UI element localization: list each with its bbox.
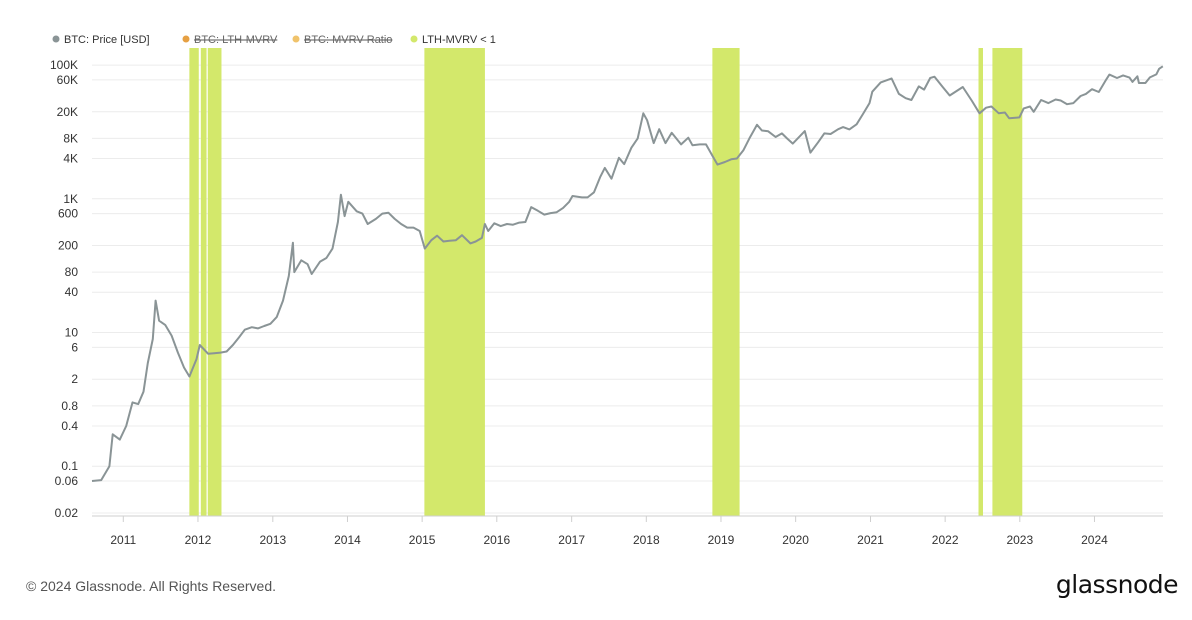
x-tick-label: 2012 bbox=[185, 533, 212, 547]
legend-label[interactable]: BTC: LTH-MVRV bbox=[194, 34, 278, 46]
lth-mvrv-bands bbox=[189, 48, 1023, 516]
y-tick-label: 20K bbox=[57, 105, 78, 119]
x-tick-label: 2024 bbox=[1081, 533, 1108, 547]
x-axis-ticks: 2011 2012 2013 2014 2015 2016 2017 2018 2019 2020… bbox=[110, 516, 1108, 547]
x-tick-label: 2017 bbox=[558, 533, 585, 547]
y-tick-label: 6 bbox=[71, 340, 78, 354]
y-tick-label: 0.8 bbox=[61, 399, 78, 413]
x-tick-label: 2021 bbox=[857, 533, 884, 547]
lth-mvrv-band bbox=[992, 48, 1023, 516]
x-tick-label: 2011 bbox=[110, 533, 136, 547]
y-tick-label: 80 bbox=[65, 265, 79, 279]
y-tick-label: 10 bbox=[65, 325, 79, 339]
x-tick-label: 2019 bbox=[708, 533, 735, 547]
copyright-text: © 2024 Glassnode. All Rights Reserved. bbox=[26, 578, 277, 594]
legend-marker[interactable] bbox=[292, 35, 300, 43]
legend-label[interactable]: LTH-MVRV < 1 bbox=[422, 34, 496, 46]
lth-mvrv-band bbox=[424, 48, 485, 516]
y-tick-label: 40 bbox=[65, 285, 79, 299]
x-tick-label: 2015 bbox=[409, 533, 436, 547]
price-chart: BTC: Price [USD] BTC: LTH-MVRV BTC: MVRV R… bbox=[50, 34, 1164, 547]
x-tick-label: 2018 bbox=[633, 533, 660, 547]
y-tick-label: 60K bbox=[57, 73, 78, 87]
x-tick-label: 2020 bbox=[782, 533, 809, 547]
btc-price-line bbox=[91, 65, 1164, 482]
lth-mvrv-band bbox=[712, 48, 740, 516]
y-tick-label: 600 bbox=[58, 207, 78, 221]
legend: BTC: Price [USD] BTC: LTH-MVRV BTC: MVRV R… bbox=[52, 34, 496, 46]
x-tick-label: 2023 bbox=[1006, 533, 1033, 547]
legend-label[interactable]: BTC: Price [USD] bbox=[64, 34, 150, 46]
lth-mvrv-band bbox=[189, 48, 199, 516]
y-tick-label: 0.1 bbox=[61, 459, 78, 473]
x-tick-label: 2014 bbox=[334, 533, 361, 547]
legend-marker[interactable] bbox=[182, 35, 190, 43]
legend-marker[interactable] bbox=[410, 35, 418, 43]
legend-marker[interactable] bbox=[52, 35, 60, 43]
lth-mvrv-band bbox=[978, 48, 983, 516]
y-tick-label: 4K bbox=[63, 152, 78, 166]
x-tick-label: 2022 bbox=[932, 533, 959, 547]
y-tick-label: 0.4 bbox=[61, 419, 78, 433]
x-tick-label: 2013 bbox=[259, 533, 286, 547]
y-tick-label: 2 bbox=[71, 372, 78, 386]
y-tick-label: 100K bbox=[50, 58, 78, 72]
y-tick-label: 200 bbox=[58, 239, 78, 253]
legend-label[interactable]: BTC: MVRV Ratio bbox=[304, 34, 392, 46]
lth-mvrv-band bbox=[200, 48, 207, 516]
y-tick-label: 1K bbox=[63, 192, 78, 206]
x-tick-label: 2016 bbox=[483, 533, 510, 547]
y-tick-label: 0.06 bbox=[55, 474, 79, 488]
y-tick-label: 8K bbox=[63, 131, 78, 145]
y-tick-label: 0.02 bbox=[55, 506, 79, 520]
glassnode-logo: glassnode bbox=[1055, 570, 1179, 599]
lth-mvrv-band bbox=[207, 48, 222, 516]
